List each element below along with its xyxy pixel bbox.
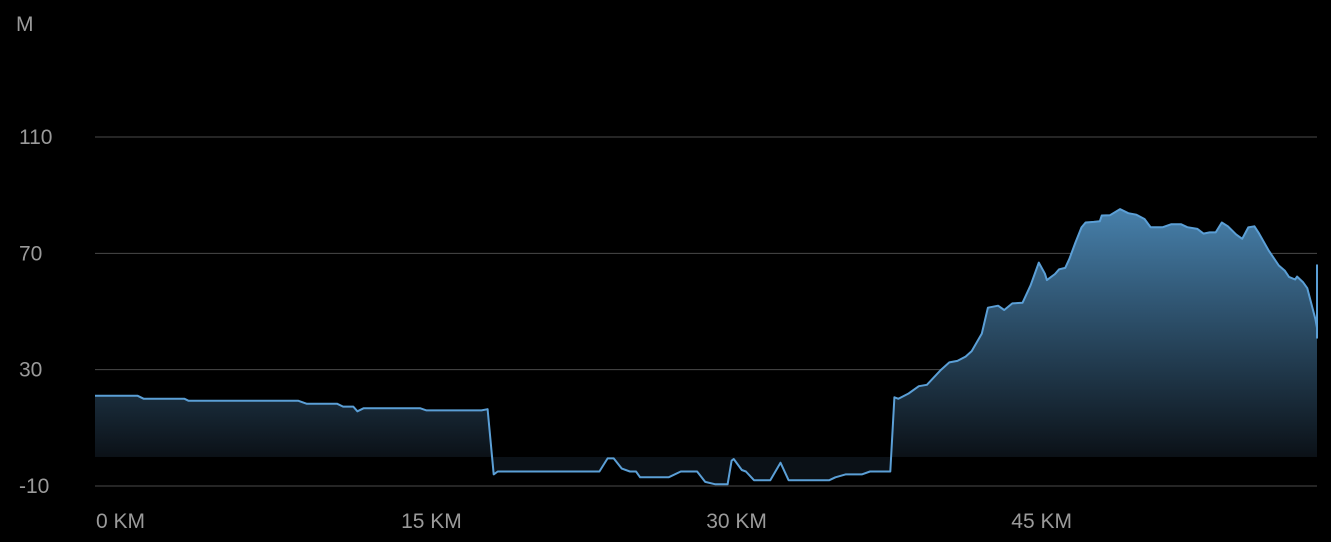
x-axis-ticks: 0 KM 15 KM 30 KM 45 KM	[96, 510, 1072, 533]
y-tick-label: 30	[19, 359, 42, 382]
x-tick-label: 30 KM	[706, 510, 767, 533]
y-tick-label: -10	[19, 475, 49, 498]
y-tick-label: 110	[19, 126, 52, 149]
elevation-line	[95, 208, 1318, 486]
x-tick-label: 45 KM	[1011, 510, 1072, 533]
y-tick-label: 70	[19, 242, 42, 265]
x-tick-label: 0 KM	[96, 510, 145, 533]
x-tick-label: 15 KM	[401, 510, 462, 533]
y-unit-label: M	[16, 13, 34, 36]
y-axis-ticks: 110 70 30 -10	[19, 126, 52, 498]
elevation-area	[95, 209, 1317, 485]
